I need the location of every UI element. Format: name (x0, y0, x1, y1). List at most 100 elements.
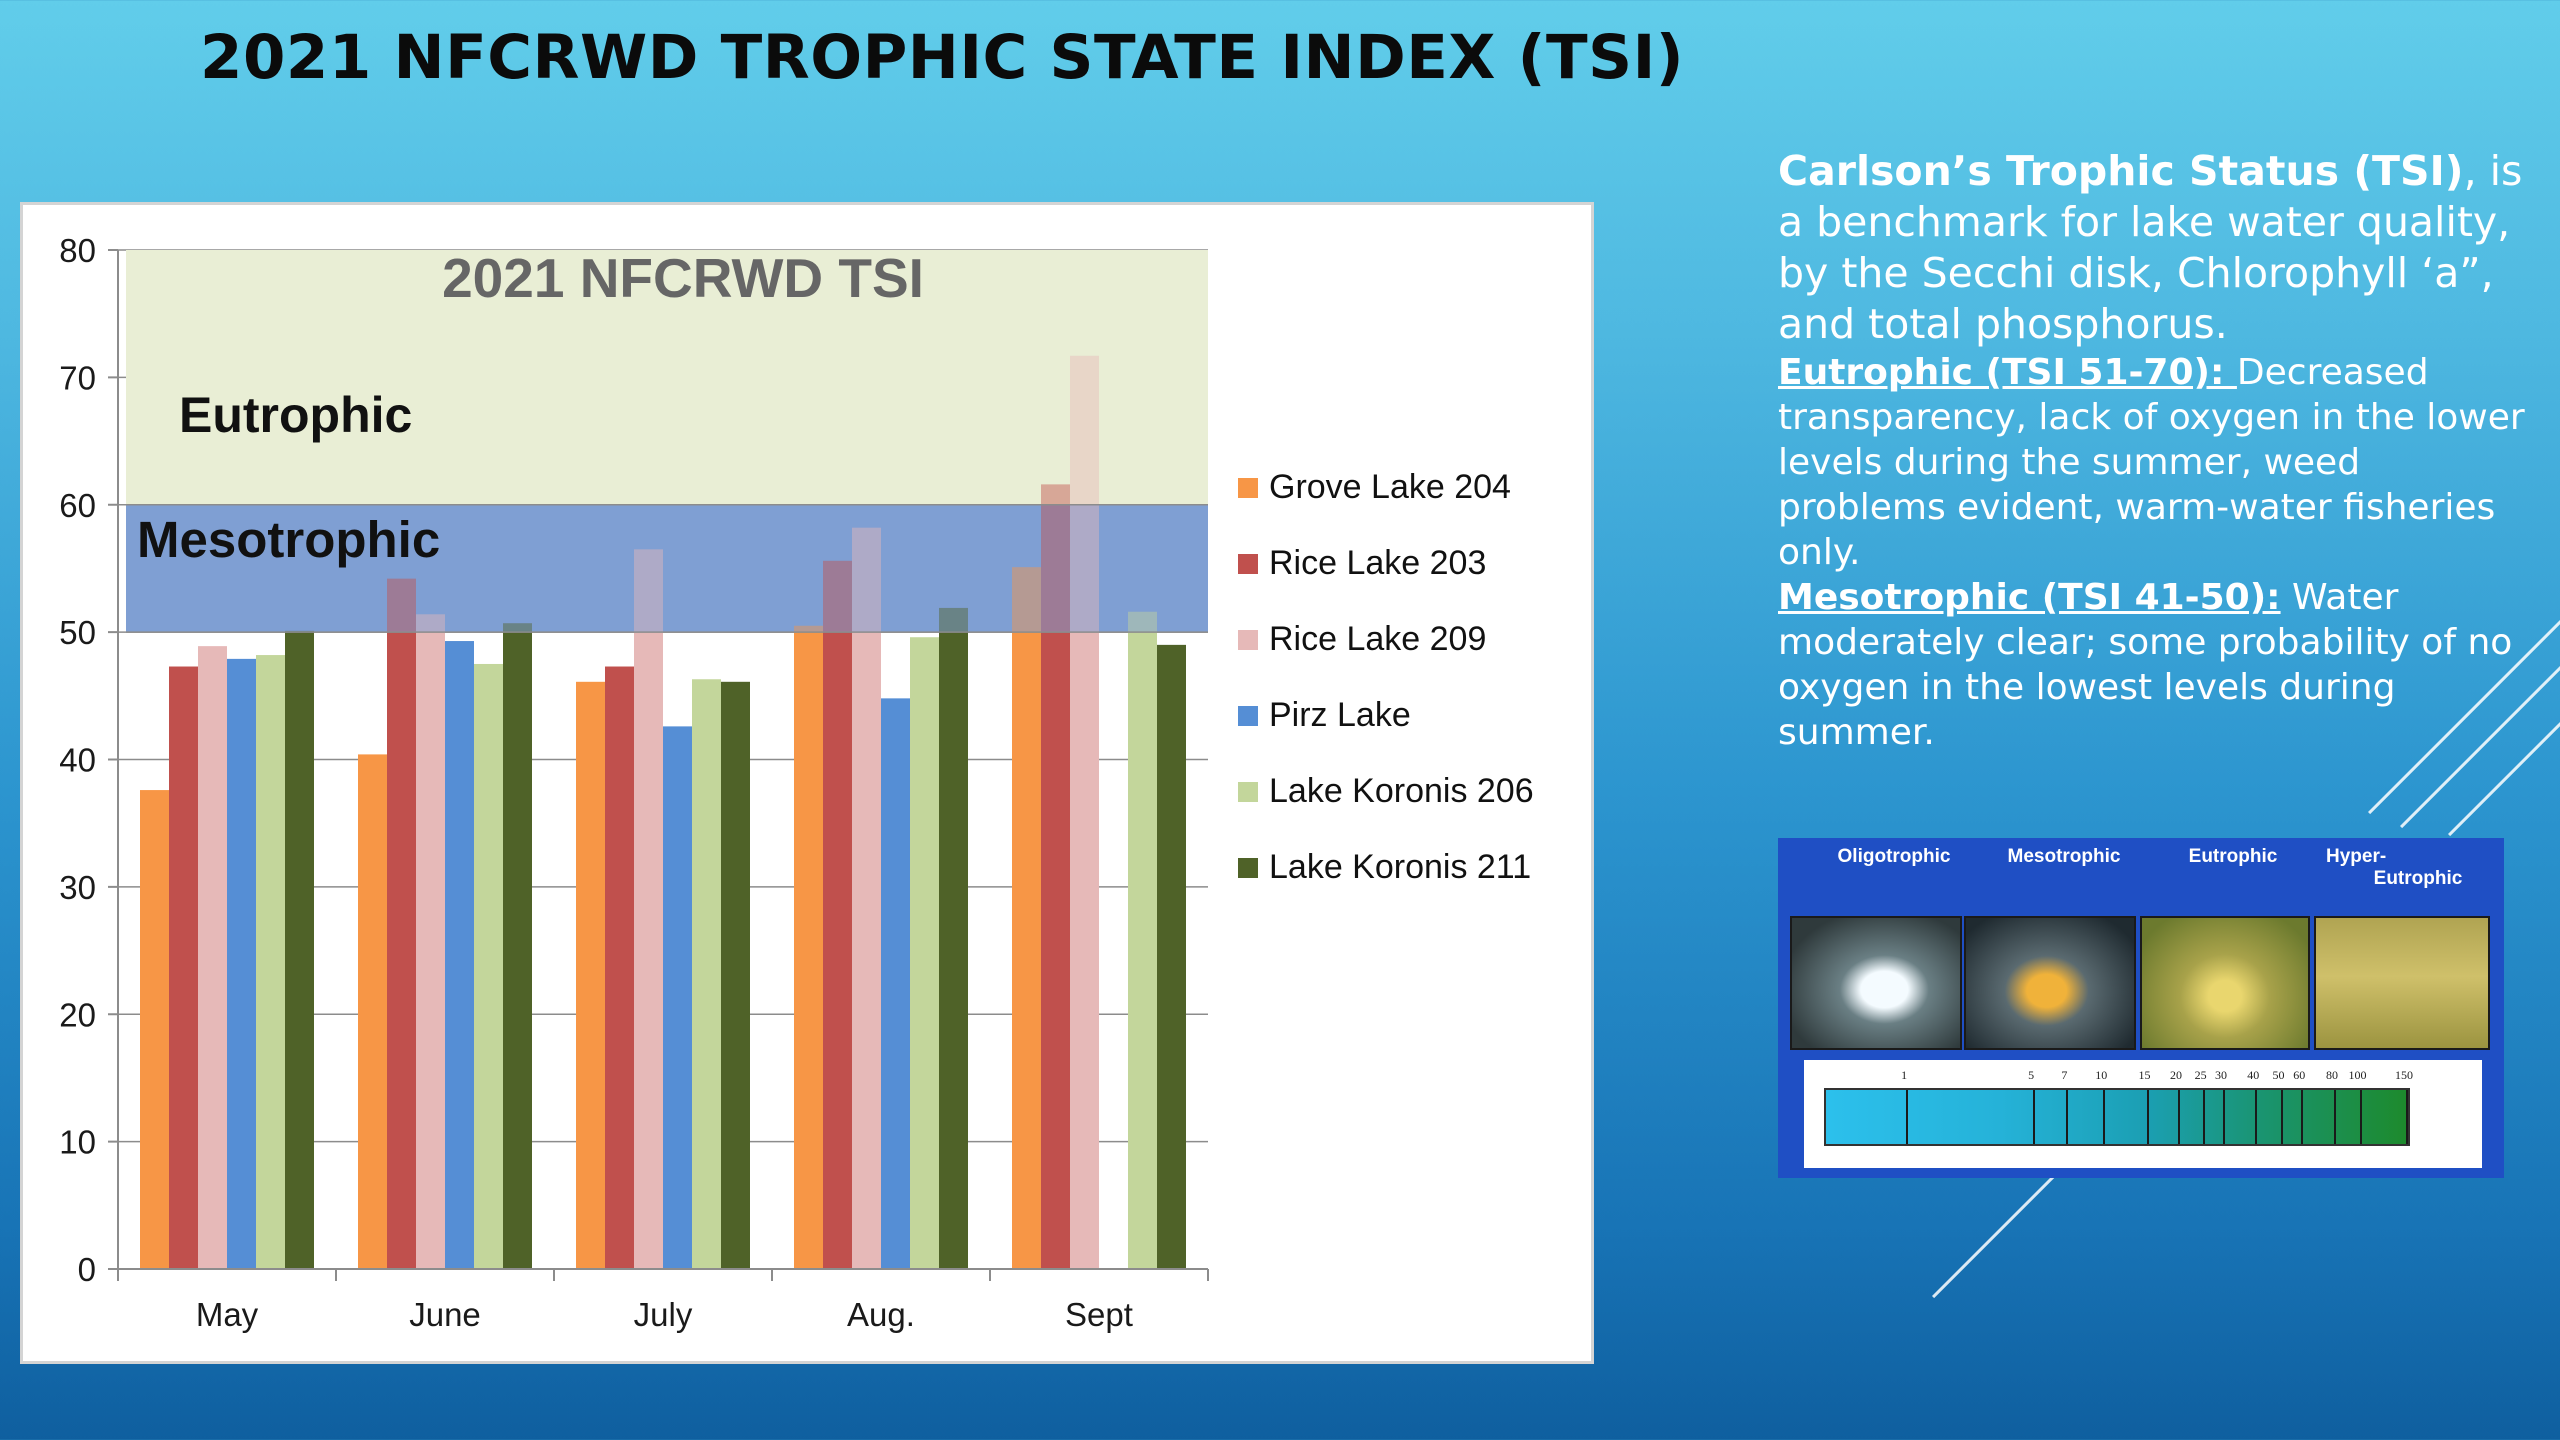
bar (1128, 611, 1157, 1269)
tsi-heading: Carlson’s Trophic Status (TSI) (1778, 147, 2464, 195)
bar (198, 646, 227, 1269)
bar (503, 623, 532, 1269)
legend-label: Lake Koronis 211 (1269, 848, 1531, 886)
bar (445, 641, 474, 1269)
legend-swatch (1238, 630, 1258, 650)
band-overlay-mesotrophic (126, 504, 1208, 633)
bar (140, 790, 169, 1269)
bar (256, 655, 285, 1269)
secchi-photo-oligotrophic (1790, 916, 1962, 1050)
mesotrophic-heading: Mesotrophic (TSI 41-50): (1778, 577, 2281, 618)
ruler-tick-label: 10 (2095, 1068, 2108, 1082)
bar (474, 663, 503, 1269)
legend-swatch (1238, 782, 1258, 802)
legend-label: Lake Koronis 206 (1269, 772, 1534, 810)
scale-header-hyper: Hyper- (2326, 846, 2387, 867)
tsi-bar-chart: 0 10 20 30 40 50 60 70 80 May June July Aug. Sept 2021… (59, 232, 1534, 1333)
legend-swatch (1238, 858, 1258, 878)
mesotrophic-definition: Mesotrophic (TSI 41-50): Water moderatel… (1778, 575, 2538, 755)
y-tick-label: 10 (59, 1124, 96, 1161)
ruler-tick (2280, 1090, 2283, 1144)
band-overlay-eutrophic (126, 250, 1208, 505)
bar (358, 754, 387, 1269)
ruler-tick-label: 30 (2214, 1068, 2227, 1082)
legend-label: Pirz Lake (1269, 696, 1411, 734)
bar (169, 666, 198, 1269)
ruler-tick-label: 60 (2293, 1068, 2306, 1082)
legend-label: Grove Lake 204 (1269, 468, 1511, 506)
bar (387, 578, 416, 1269)
ruler-tick (2146, 1090, 2149, 1144)
secchi-photo-eutrophic (2140, 916, 2310, 1050)
ruler-tick (1906, 1090, 1909, 1144)
x-tick-label: Sept (1065, 1296, 1133, 1333)
legend-label: Rice Lake 203 (1269, 544, 1486, 582)
bar (721, 681, 750, 1269)
bar (227, 658, 256, 1269)
secchi-depth-ruler: 1 5 7 10 15 20 25 30 40 50 60 80 100 150 (1804, 1060, 2482, 1168)
mesotrophic-text: Water moderately clear; some probability… (1778, 577, 2513, 753)
y-tick-label: 30 (59, 869, 96, 906)
ruler-tick-label: 40 (2247, 1068, 2260, 1082)
ruler-tick-label: 80 (2326, 1068, 2338, 1082)
legend-swatch (1238, 706, 1258, 726)
band-label-eutrophic: Eutrophic (179, 387, 412, 443)
ruler-tick-label: 20 (2169, 1068, 2182, 1082)
ruler-tick (2334, 1090, 2336, 1144)
bar (605, 666, 634, 1269)
bar (1012, 567, 1041, 1269)
ruler-tick (2103, 1090, 2106, 1144)
tsi-description-text: , is a benchmark for lake water quality,… (1778, 147, 2523, 348)
bar (794, 625, 823, 1269)
bar (939, 607, 968, 1269)
bar (285, 630, 314, 1269)
bar (881, 698, 910, 1269)
bar (823, 560, 852, 1269)
ruler-tick-label: 15 (2138, 1068, 2151, 1082)
scale-header-oligotrophic: Oligotrophic (1837, 846, 1951, 867)
ruler-tick-label: 100 (2348, 1068, 2367, 1082)
secchi-photo-mesotrophic (1964, 916, 2136, 1050)
ruler-tick (2406, 1090, 2408, 1144)
trophic-scale-image: Oligotrophic Mesotrophic Eutrophic Hyper… (1778, 838, 2504, 1178)
bar (852, 527, 881, 1269)
bar (663, 726, 692, 1269)
y-tick-label: 40 (59, 742, 96, 779)
bar (910, 637, 939, 1269)
legend-swatch (1238, 554, 1258, 574)
eutrophic-heading: Eutrophic (TSI 51-70): (1778, 352, 2237, 393)
slide-title: 2021 NFCRWD TROPHIC STATE INDEX (TSI) (200, 22, 1685, 93)
x-tick-label: May (196, 1296, 259, 1333)
legend-label: Rice Lake 209 (1269, 620, 1486, 658)
legend-swatch (1238, 478, 1258, 498)
y-tick-label: 60 (59, 487, 96, 524)
chart-title: 2021 NFCRWD TSI (442, 247, 924, 309)
scale-header-mesotrophic: Mesotrophic (2007, 846, 2121, 867)
chart-frame: 0 10 20 30 40 50 60 70 80 May June July Aug. Sept 2021… (20, 202, 1594, 1364)
ruler-tick (2359, 1090, 2362, 1144)
y-tick-label: 20 (59, 996, 96, 1033)
ruler-tick-label: 1 (1901, 1068, 1908, 1082)
decor-line (1932, 1170, 2060, 1299)
y-tick-label: 50 (59, 614, 96, 651)
ruler-tick-label: 25 (2194, 1068, 2207, 1082)
eutrophic-text: Decreased transparency, lack of oxygen i… (1778, 352, 2525, 573)
y-tick-label: 0 (78, 1251, 96, 1288)
ruler-tick (2255, 1090, 2258, 1144)
ruler-tick (2202, 1090, 2205, 1144)
ruler-tick-label: 50 (2272, 1068, 2285, 1082)
secchi-photo-hypereutrophic (2314, 916, 2490, 1050)
bar (416, 614, 445, 1269)
ruler-tick (2033, 1090, 2036, 1144)
y-tick-label: 80 (59, 232, 96, 269)
x-tick-label: July (634, 1296, 693, 1333)
eutrophic-definition: Eutrophic (TSI 51-70): Decreased transpa… (1778, 350, 2538, 575)
scale-header-eutrophic: Eutrophic (2188, 846, 2278, 867)
ruler-tick (2177, 1090, 2180, 1144)
ruler-tick (2301, 1090, 2304, 1144)
ruler-tick (2066, 1090, 2069, 1144)
bar (692, 679, 721, 1269)
bar (1157, 644, 1186, 1269)
y-tick-label: 70 (59, 359, 96, 396)
bar (634, 549, 663, 1269)
